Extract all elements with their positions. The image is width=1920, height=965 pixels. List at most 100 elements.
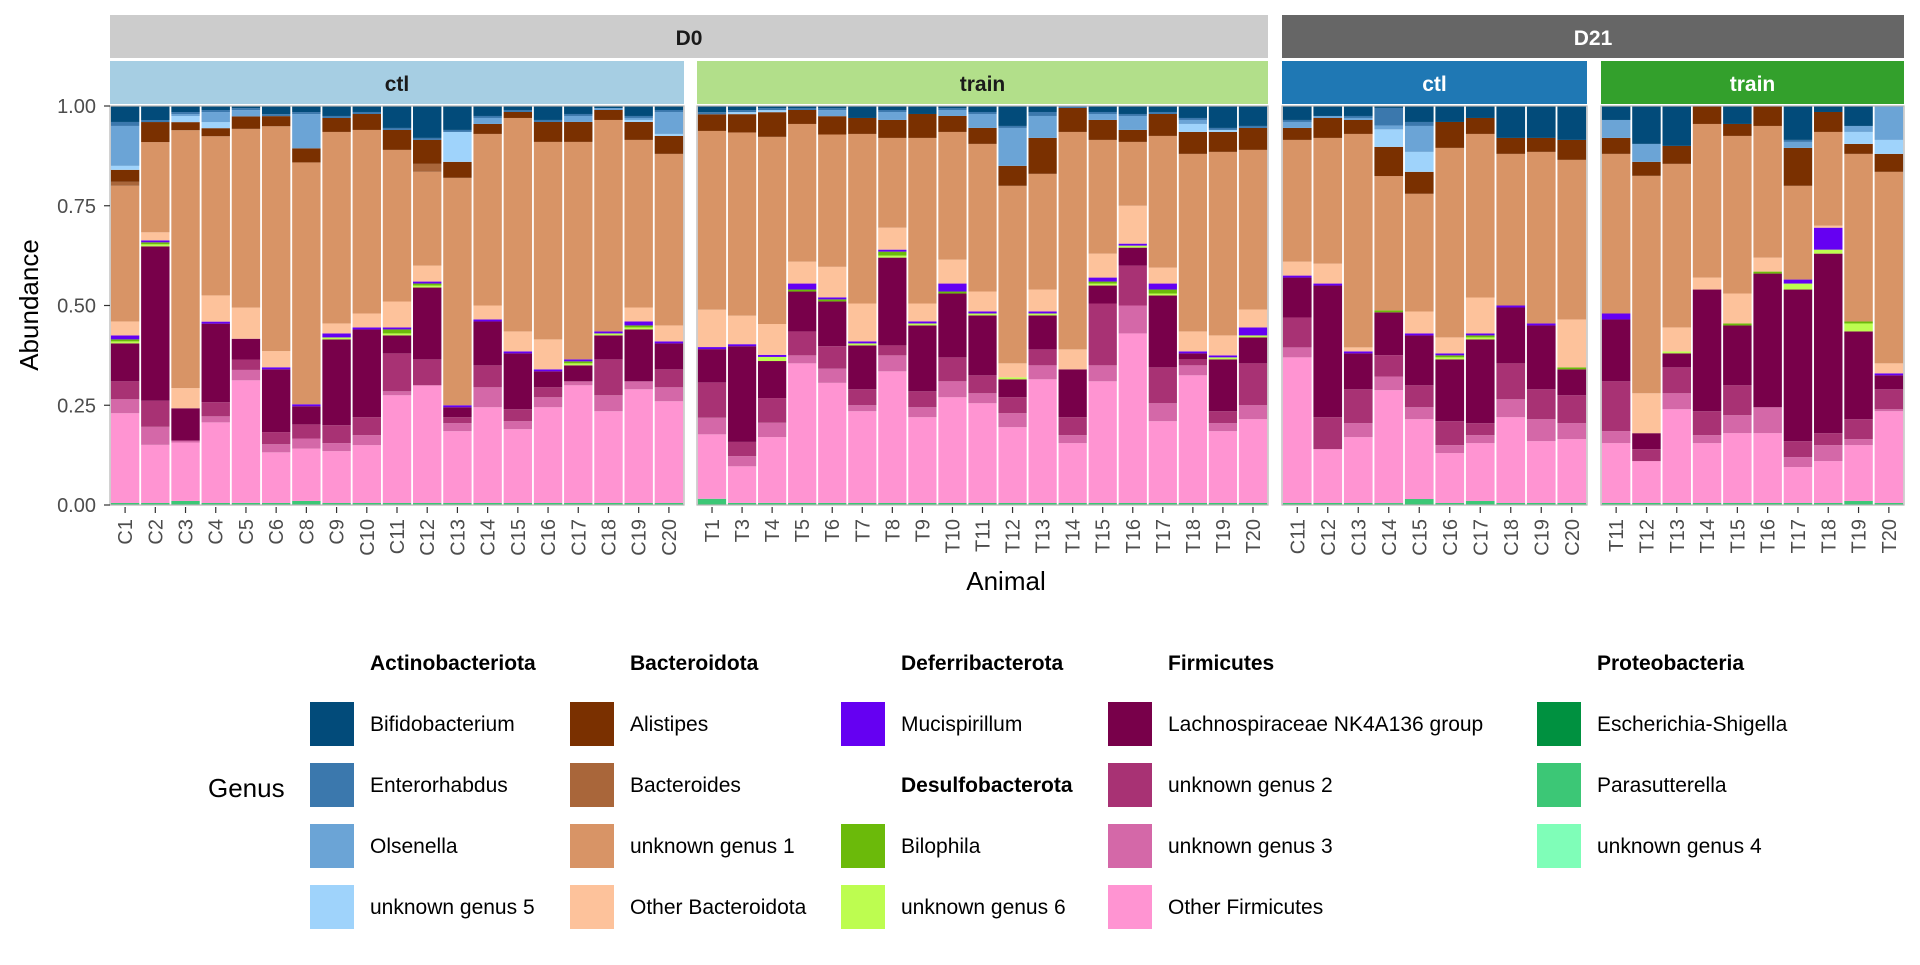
- bar-c13: [443, 106, 472, 505]
- bar-segment-other-bacteroidota: [1723, 293, 1752, 324]
- x-tick-label: T18: [1818, 519, 1840, 553]
- bar-segment-unknown-genus-6: [758, 356, 787, 362]
- bar-segment-other-firmicutes: [654, 401, 684, 504]
- x-tick-label: T16: [1123, 519, 1145, 553]
- bar-segment-other-firmicutes: [1028, 379, 1057, 504]
- bar-segment-unknown-genus-1: [818, 134, 847, 267]
- bar-segment-other-bacteroidota: [1088, 253, 1117, 278]
- legend-swatch: [570, 824, 614, 868]
- bar-segment-unknown-genus-3: [110, 399, 140, 414]
- bar-c14: [473, 106, 502, 505]
- bar-segment-unknown-genus-1: [261, 126, 291, 352]
- bar-segment-lachnospiraceae-nk4a136-group: [1148, 295, 1177, 368]
- bar-segment-other-bacteroidota: [1313, 263, 1343, 284]
- bar-segment-bilophila: [624, 325, 653, 328]
- x-tick-label: C14: [478, 519, 500, 556]
- bar-segment-unknown-genus-1: [1557, 159, 1587, 320]
- legend-item-unknown-genus-3: unknown genus 3: [1108, 824, 1333, 868]
- bar-segment-mucispirillum: [594, 331, 623, 334]
- bar-segment-parasutterella: [788, 503, 817, 505]
- x-tick-label: T17: [1153, 519, 1175, 553]
- bar-segment-unknown-genus-3: [1058, 435, 1087, 444]
- bar-segment-other-bacteroidota: [231, 307, 261, 339]
- x-tick-label: C12: [1318, 519, 1340, 556]
- bar-segment-unknown-genus-1: [1844, 153, 1873, 322]
- bar-segment-mucispirillum: [1783, 279, 1813, 284]
- bar-segment-unknown-genus-6: [1118, 245, 1147, 248]
- bar-segment-mucispirillum: [261, 367, 291, 370]
- bar-segment-unknown-genus-3: [533, 397, 563, 408]
- bar-segment-unknown-genus-3: [878, 355, 907, 372]
- x-tick-label: T12: [1636, 519, 1658, 553]
- bar-segment-alistipes: [1601, 137, 1631, 154]
- bar-segment-unknown-genus-3: [1208, 423, 1238, 432]
- bar-segment-olsenella: [564, 115, 593, 122]
- bar-segment-other-firmicutes: [1601, 443, 1631, 504]
- bar-segment-lachnospiraceae-nk4a136-group: [322, 339, 351, 426]
- bar-segment-mucispirillum: [564, 359, 593, 362]
- bar-segment-mucispirillum: [1814, 227, 1843, 250]
- bar-segment-unknown-genus-6: [968, 313, 997, 316]
- bar-t5: [788, 106, 817, 505]
- bar-segment-other-firmicutes: [413, 385, 442, 504]
- bar-segment-lachnospiraceae-nk4a136-group: [818, 301, 847, 347]
- bar-segment-unknown-genus-6: [1088, 283, 1117, 286]
- bar-segment-unknown-genus-6: [1435, 357, 1465, 360]
- bar-segment-unknown-genus-2: [1632, 449, 1661, 462]
- bar-segment-bilophila: [1753, 271, 1782, 274]
- bar-segment-unknown-genus-1: [503, 117, 533, 332]
- bar-segment-lachnospiraceae-nk4a136-group: [292, 406, 321, 425]
- x-tick-label: T13: [1033, 519, 1055, 553]
- bar-segment-lachnospiraceae-nk4a136-group: [624, 329, 653, 382]
- bar-segment-unknown-genus-1: [171, 130, 200, 389]
- legend-phylum-header: Proteobacteria: [1597, 652, 1744, 675]
- bar-segment-alistipes: [758, 112, 787, 137]
- bar-segment-olsenella: [968, 113, 997, 128]
- bar-segment-mucispirillum: [624, 321, 653, 326]
- bar-segment-parasutterella: [968, 503, 997, 505]
- bar-segment-unknown-genus-2: [1178, 359, 1207, 366]
- bar-segment-unknown-genus-1: [998, 185, 1027, 364]
- bar-segment-alistipes: [1374, 146, 1404, 177]
- bar-segment-other-bacteroidota: [171, 388, 200, 409]
- bar-segment-unknown-genus-6: [1814, 249, 1843, 254]
- bar-segment-other-firmicutes: [878, 371, 907, 504]
- bar-segment-lachnospiraceae-nk4a136-group: [878, 257, 907, 346]
- bar-segment-bifidobacterium: [1662, 106, 1691, 146]
- bar-segment-mucispirillum: [1178, 351, 1207, 354]
- bar-segment-other-firmicutes: [938, 397, 967, 504]
- x-tick-label: C3: [176, 519, 198, 545]
- bar-segment-unknown-genus-5: [758, 110, 787, 113]
- bar-segment-olsenella: [292, 114, 321, 149]
- legend-item-unknown-genus-6: unknown genus 6: [841, 885, 1066, 929]
- treatment-facet-d21-train: train T11 T12 T13 T14 T15 T16 T17 T18 T19 T20: [1600, 61, 1905, 553]
- bar-segment-unknown-genus-3: [1118, 305, 1147, 334]
- bar-segment-alistipes: [1058, 107, 1087, 132]
- bar-segment-lachnospiraceae-nk4a136-group: [1313, 285, 1343, 418]
- bar-c19: [1526, 106, 1556, 505]
- bar-segment-unknown-genus-3: [654, 387, 684, 402]
- bar-c11: [382, 106, 412, 505]
- bar-segment-unknown-genus-2: [1557, 395, 1587, 424]
- legend-label: Bifidobacterium: [370, 713, 515, 736]
- bar-segment-enterorhabdus: [171, 112, 200, 115]
- bar-segment-unknown-genus-3: [141, 426, 170, 445]
- x-tick-label: T18: [1183, 519, 1205, 553]
- bar-t19: [1844, 106, 1873, 505]
- bar-segment-parasutterella: [352, 503, 381, 505]
- bar-segment-mucispirillum: [1028, 311, 1057, 314]
- bar-segment-other-bacteroidota: [624, 307, 653, 322]
- bar-segment-mucispirillum: [1874, 373, 1904, 376]
- bar-segment-enterorhabdus: [564, 113, 593, 116]
- bar-segment-alistipes: [1343, 119, 1373, 134]
- bar-segment-other-firmicutes: [503, 429, 533, 504]
- bar-t13: [1662, 106, 1691, 505]
- bar-segment-lachnospiraceae-nk4a136-group: [1343, 353, 1373, 390]
- bar-segment-other-firmicutes: [231, 380, 261, 503]
- bar-segment-other-bacteroidota: [1238, 309, 1268, 328]
- bar-segment-mucispirillum: [322, 333, 351, 338]
- bar-segment-unknown-genus-3: [292, 438, 321, 449]
- bar-segment-mucispirillum: [352, 327, 381, 330]
- bar-segment-unknown-genus-2: [201, 402, 230, 417]
- bar-segment-alistipes: [594, 109, 623, 120]
